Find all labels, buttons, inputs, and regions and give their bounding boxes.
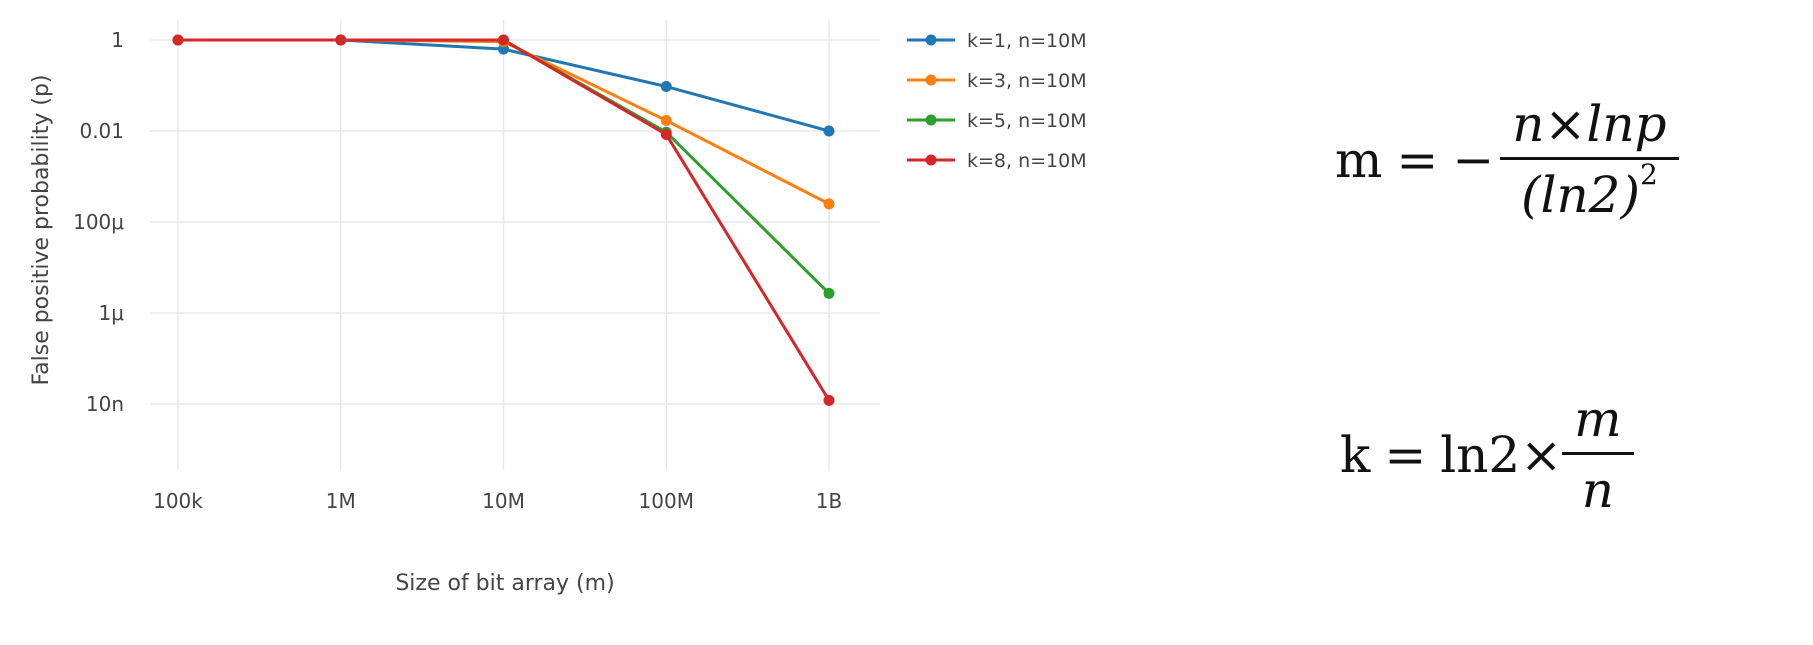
- data-point: [823, 394, 835, 406]
- x-tick-label: 100M: [639, 489, 694, 513]
- formula-m-den-base: (ln2): [1520, 166, 1640, 224]
- x-tick-label: 10M: [482, 489, 525, 513]
- legend-marker: [925, 34, 937, 46]
- formula-m-fraction: n×lnp (ln2)2: [1500, 95, 1679, 224]
- formula-m: m = − n×lnp (ln2)2: [1335, 95, 1679, 224]
- formula-m-equals: =: [1396, 130, 1439, 189]
- y-tick-labels: 1 0.01 100μ 1μ 10n: [73, 28, 124, 416]
- legend-marker: [925, 114, 937, 126]
- x-tick-label: 1M: [326, 489, 356, 513]
- data-point: [660, 81, 672, 93]
- data-point: [172, 34, 184, 46]
- legend-marker: [925, 154, 937, 166]
- data-point: [660, 115, 672, 127]
- series-lines: [172, 34, 835, 406]
- formula-m-numerator: n×lnp: [1500, 95, 1679, 160]
- y-tick-label: 0.01: [79, 119, 124, 143]
- x-tick-label: 100k: [153, 489, 203, 513]
- formula-k-numerator: m: [1562, 390, 1634, 455]
- y-tick-label: 100μ: [73, 210, 124, 234]
- formula-k: k = ln2× m n: [1340, 390, 1634, 519]
- legend-marker: [925, 74, 937, 86]
- data-point: [335, 34, 347, 46]
- formula-k-equals: =: [1384, 425, 1427, 484]
- data-point: [498, 34, 509, 46]
- formula-m-minus: −: [1452, 130, 1495, 189]
- x-axis-title: Size of bit array (m): [395, 571, 614, 596]
- data-point: [823, 287, 835, 299]
- formula-m-lhs: m: [1335, 130, 1383, 189]
- legend: k=1, n=10M k=3, n=10M k=5, n=10M k=8, n=10M: [907, 30, 1087, 172]
- formula-k-lhs: k: [1340, 425, 1371, 484]
- formula-m-denominator: (ln2)2: [1509, 158, 1670, 224]
- legend-label: k=1, n=10M: [967, 30, 1087, 52]
- y-tick-label: 10n: [86, 392, 124, 416]
- data-point: [823, 125, 835, 137]
- x-tick-label: 1B: [816, 489, 842, 513]
- gridlines: [150, 20, 880, 470]
- legend-label: k=5, n=10M: [967, 110, 1087, 132]
- y-tick-label: 1μ: [99, 301, 125, 325]
- data-point: [660, 128, 672, 140]
- formula-m-den-exponent: 2: [1639, 158, 1658, 192]
- formula-k-ln2: ln2×: [1440, 425, 1563, 484]
- y-axis-title: False positive probability (p): [29, 74, 54, 385]
- legend-label: k=3, n=10M: [967, 70, 1087, 92]
- x-tick-labels: 100k 1M 10M 100M 1B: [153, 489, 842, 513]
- y-tick-label: 1: [111, 28, 124, 52]
- data-point: [823, 198, 835, 210]
- formula-k-denominator: n: [1581, 461, 1614, 519]
- formula-k-fraction: m n: [1562, 390, 1634, 519]
- legend-label: k=8, n=10M: [967, 150, 1087, 172]
